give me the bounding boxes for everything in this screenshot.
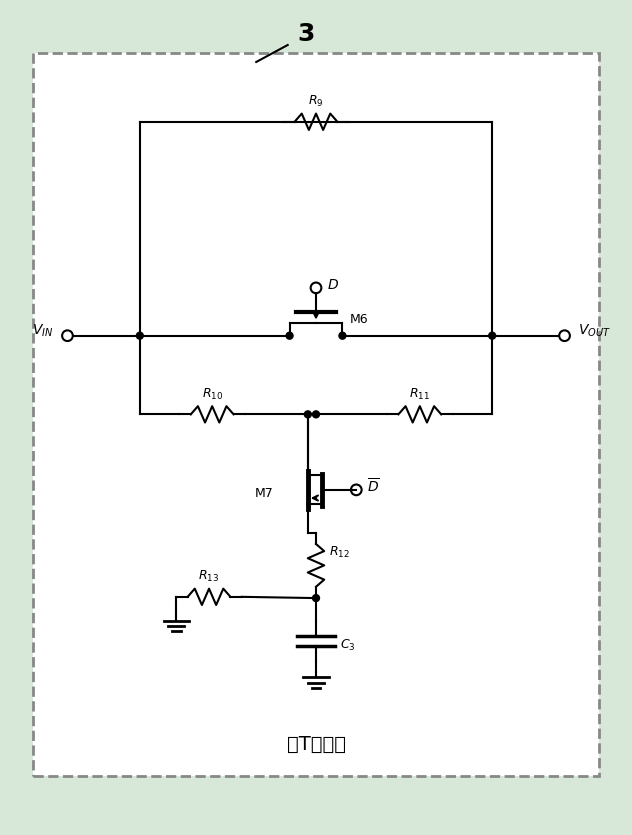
Circle shape	[286, 332, 293, 339]
Text: $D$: $D$	[327, 278, 339, 291]
Text: $V_{IN}$: $V_{IN}$	[32, 322, 54, 339]
Text: $C_3$: $C_3$	[340, 639, 356, 654]
Text: 3: 3	[298, 22, 315, 46]
Text: $R_{12}$: $R_{12}$	[329, 545, 349, 560]
Circle shape	[305, 411, 312, 418]
Text: M7: M7	[255, 487, 273, 499]
Text: $R_9$: $R_9$	[308, 94, 324, 109]
Circle shape	[313, 411, 319, 418]
Text: 桥T型结构: 桥T型结构	[286, 735, 346, 754]
Text: M6: M6	[350, 313, 368, 326]
Circle shape	[339, 332, 346, 339]
Text: $R_{11}$: $R_{11}$	[410, 387, 430, 402]
Bar	[33, 53, 599, 777]
Circle shape	[489, 332, 495, 339]
Text: $V_{OUT}$: $V_{OUT}$	[578, 322, 611, 339]
Bar	[33, 53, 599, 777]
Text: $R_{10}$: $R_{10}$	[202, 387, 223, 402]
Text: $\overline{D}$: $\overline{D}$	[367, 477, 380, 495]
Text: $R_{13}$: $R_{13}$	[198, 569, 219, 584]
Circle shape	[137, 332, 143, 339]
Circle shape	[313, 595, 319, 601]
